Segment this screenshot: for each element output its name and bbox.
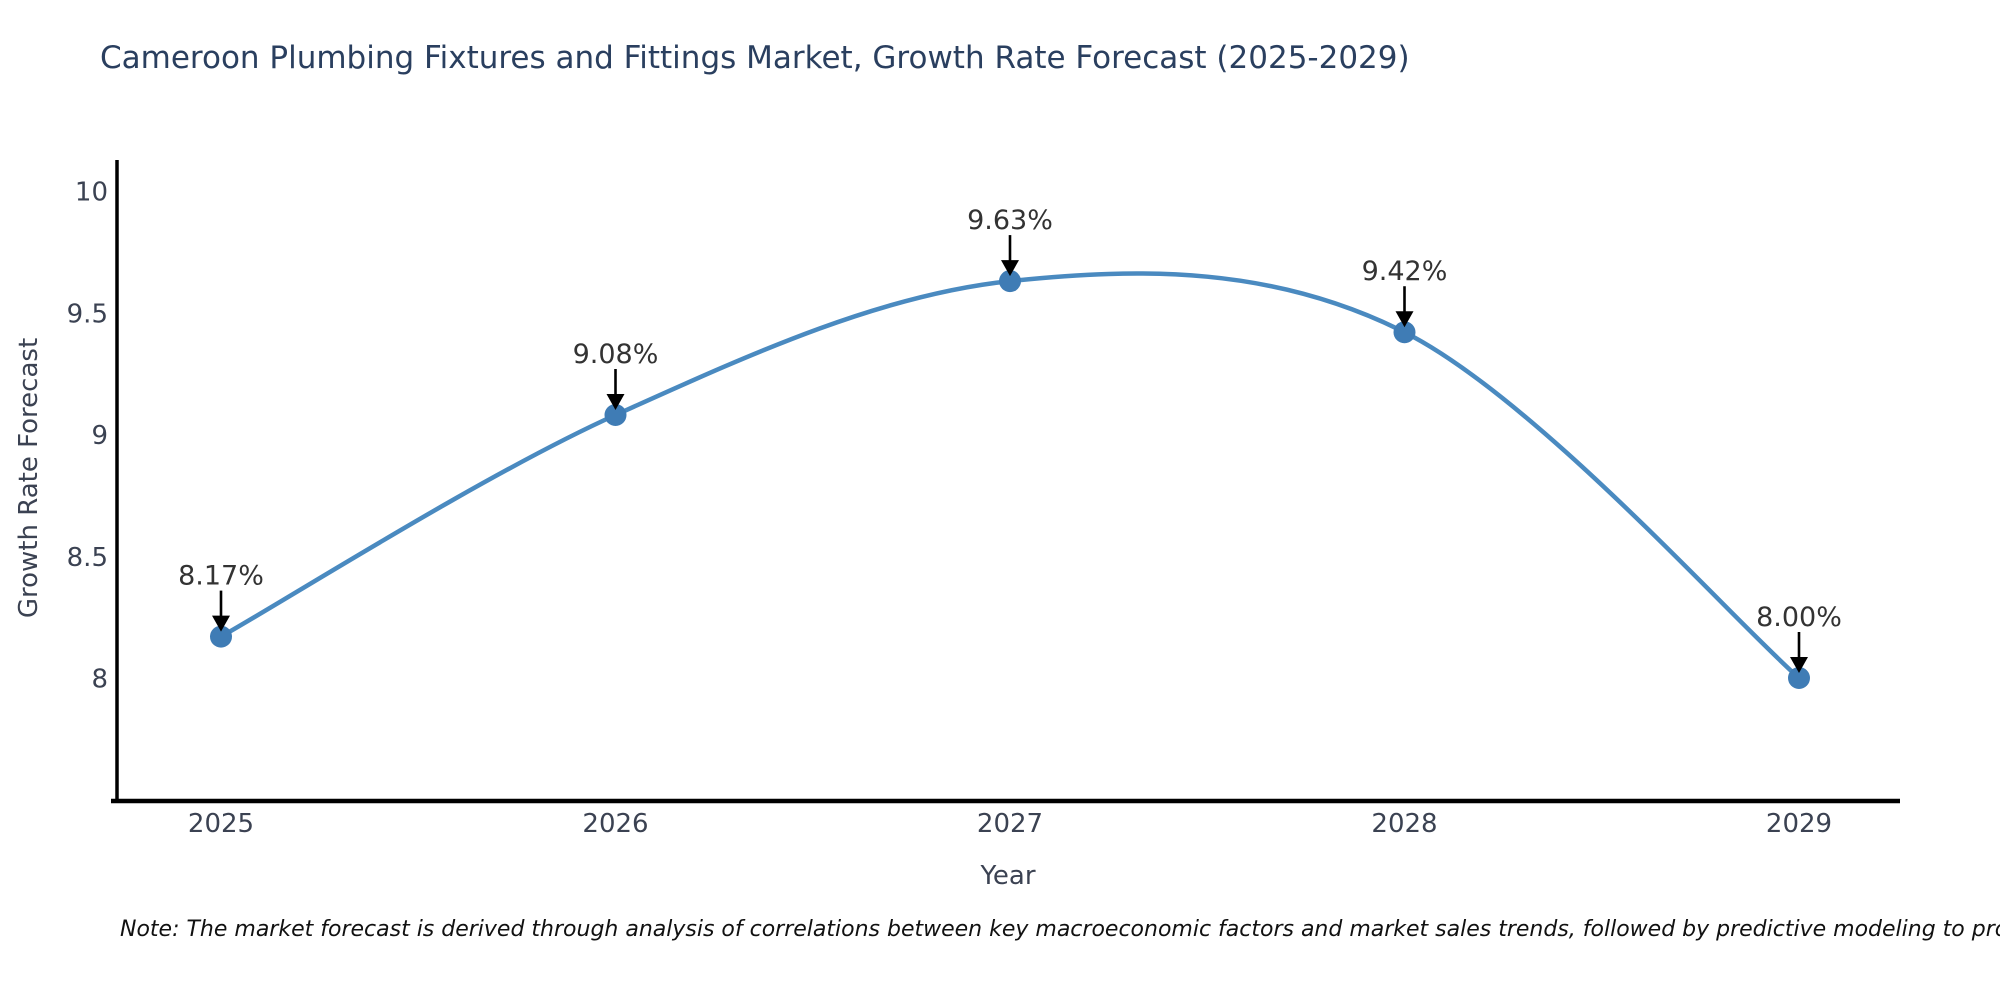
forecast-line — [218, 271, 1802, 681]
annotation-label-2027: 9.63% — [967, 205, 1053, 236]
y-tick-9.5: 9.5 — [67, 299, 108, 329]
annotation-arrowhead-2026 — [606, 394, 625, 411]
chart-title: Cameroon Plumbing Fixtures and Fittings … — [100, 40, 1410, 76]
annotation-arrowhead-2025 — [212, 615, 230, 632]
annotation-arrowhead-2029 — [1790, 657, 1808, 673]
y-tick-10: 10 — [75, 178, 108, 208]
x-tick-2028: 2028 — [1371, 809, 1437, 839]
x-tick-2025: 2025 — [188, 809, 254, 839]
x-tick-2027: 2027 — [977, 809, 1043, 839]
data-point-2025[interactable] — [210, 625, 232, 648]
annotation-label-2025: 8.17% — [178, 561, 264, 592]
y-tick-8: 8 — [91, 665, 108, 695]
annotation-label-2029: 8.00% — [1756, 602, 1842, 633]
annotation-arrowhead-2027 — [1001, 260, 1019, 277]
y-tick-9: 9 — [91, 421, 108, 451]
y-tick-8.5: 8.5 — [67, 543, 108, 573]
footnote: Note: The market forecast is derived thr… — [120, 917, 2000, 942]
annotation-label-2028: 9.42% — [1362, 256, 1448, 287]
x-tick-2029: 2029 — [1766, 809, 1832, 839]
data-point-2027[interactable] — [999, 270, 1021, 293]
x-tick-2026: 2026 — [582, 809, 648, 839]
data-point-2029[interactable] — [1788, 667, 1810, 689]
data-point-2026[interactable] — [604, 404, 627, 427]
data-point-2028[interactable] — [1393, 321, 1416, 344]
x-axis-title: Year — [980, 861, 1036, 891]
annotation-arrowhead-2028 — [1395, 311, 1414, 328]
annotation-label-2026: 9.08% — [573, 339, 659, 370]
